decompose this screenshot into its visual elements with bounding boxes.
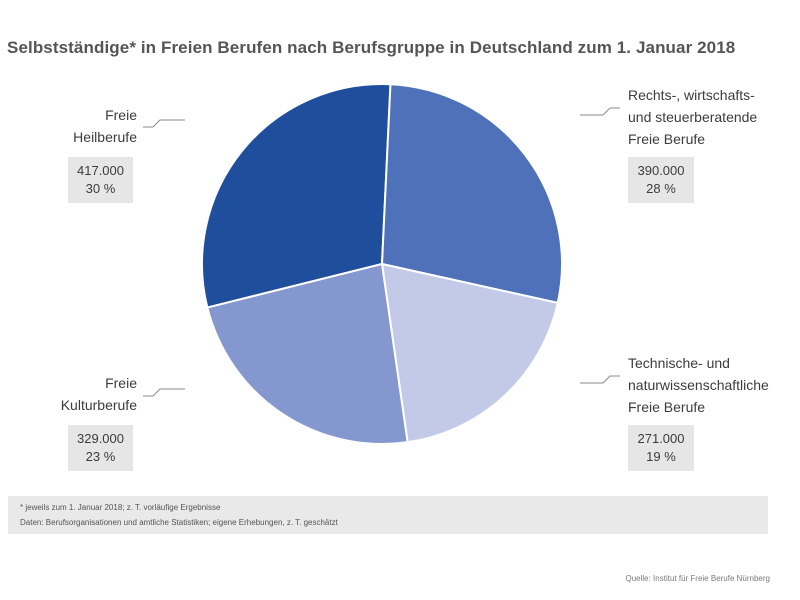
slice-label-kulturberufe: Freie Kulturberufe bbox=[61, 372, 137, 416]
value-box-heilberufe: 417.000 30 % bbox=[68, 157, 133, 203]
slice-label-line: Freie bbox=[61, 372, 137, 394]
slice-value: 329.000 bbox=[68, 430, 133, 448]
slice-label-line: Kulturberufe bbox=[61, 394, 137, 416]
footnote-line: * jeweils zum 1. Januar 2018; z. T. vorl… bbox=[20, 500, 768, 515]
source-note: Quelle: Institut für Freie Berufe Nürnbe… bbox=[625, 574, 770, 583]
slice-label-line: Freie Berufe bbox=[628, 128, 757, 150]
slice-value: 417.000 bbox=[68, 162, 133, 180]
slice-percent: 30 % bbox=[68, 180, 133, 198]
leader-line-rechts bbox=[580, 108, 620, 115]
leader-line-kulturberufe bbox=[143, 389, 185, 396]
footnote-line: Daten: Berufsorganisationen und amtliche… bbox=[20, 515, 768, 530]
slice-percent: 28 % bbox=[628, 180, 694, 198]
slice-percent: 19 % bbox=[628, 448, 694, 466]
footnote-box: * jeweils zum 1. Januar 2018; z. T. vorl… bbox=[8, 496, 768, 534]
leader-line-technische bbox=[580, 376, 620, 383]
slice-label-heilberufe: Freie Heilberufe bbox=[73, 104, 137, 148]
slice-label-line: Technische- und bbox=[628, 352, 769, 374]
slice-label-technische: Technische- und naturwissenschaftliche F… bbox=[628, 352, 769, 418]
slice-label-line: und steuerberatende bbox=[628, 106, 757, 128]
slice-label-rechts: Rechts-, wirtschafts- und steuerberatend… bbox=[628, 84, 757, 150]
value-box-technische: 271.000 19 % bbox=[628, 425, 694, 471]
slice-label-line: Freie bbox=[73, 104, 137, 126]
slice-label-line: Freie Berufe bbox=[628, 396, 769, 418]
slice-value: 271.000 bbox=[628, 430, 694, 448]
slice-label-line: naturwissenschaftliche bbox=[628, 374, 769, 396]
slice-label-line: Rechts-, wirtschafts- bbox=[628, 84, 757, 106]
slice-percent: 23 % bbox=[68, 448, 133, 466]
value-box-kulturberufe: 329.000 23 % bbox=[68, 425, 133, 471]
leader-line-heilberufe bbox=[143, 120, 185, 127]
slice-value: 390.000 bbox=[628, 162, 694, 180]
value-box-rechts: 390.000 28 % bbox=[628, 157, 694, 203]
slice-label-line: Heilberufe bbox=[73, 126, 137, 148]
